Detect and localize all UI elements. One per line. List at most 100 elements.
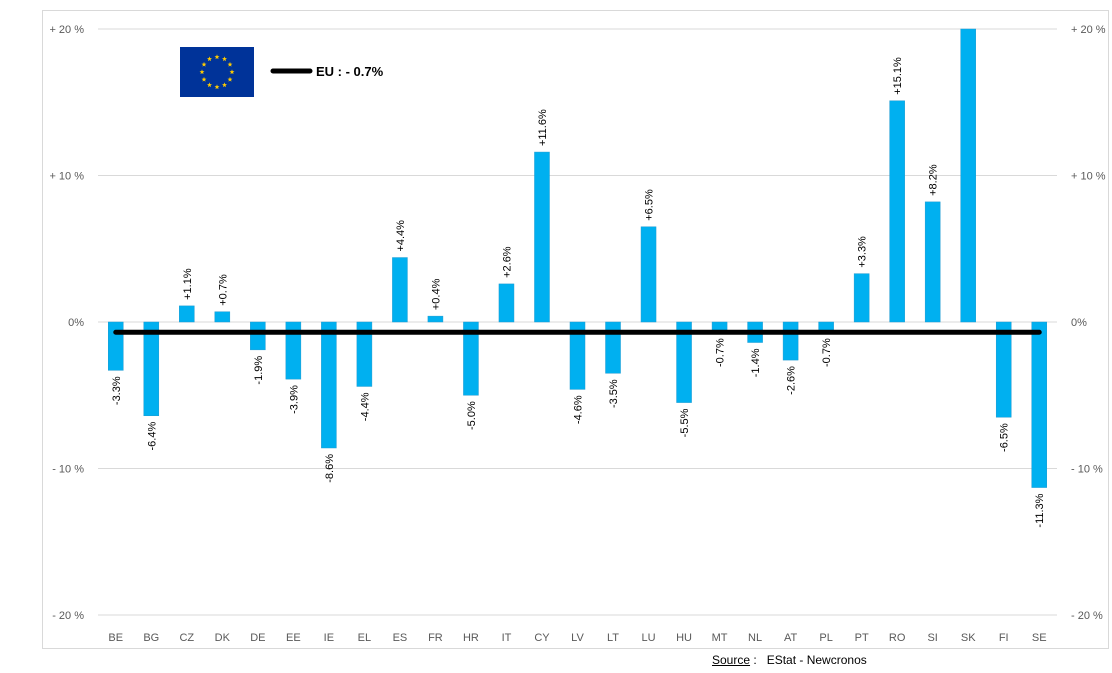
- flag-star: [199, 69, 205, 75]
- flag-star: [222, 56, 227, 62]
- data-label: -11.3%: [1034, 493, 1046, 527]
- data-labels: -3.3% -6.4% +1.1% +0.7% -1.9% -3.9% -8.6% -4.4%…: [111, 57, 1046, 528]
- category-label: BE: [108, 632, 123, 644]
- data-label: +0.7%: [217, 274, 229, 306]
- category-label: IE: [324, 632, 334, 644]
- flag-star: [207, 56, 212, 62]
- y-tick-label-right: + 20 %: [1071, 24, 1106, 36]
- y-tick-label-left: - 10 %: [52, 464, 84, 476]
- source-label: Source: [712, 653, 751, 667]
- category-label: DE: [250, 632, 265, 644]
- flag-star: [227, 76, 233, 82]
- y-tick-label-left: + 20 %: [49, 24, 84, 36]
- flag-star: [201, 76, 207, 82]
- y-axis-left: + 20 % + 10 % 0% - 10 % - 20 %: [49, 24, 84, 622]
- category-label: LV: [571, 632, 584, 644]
- category-label: LT: [607, 632, 619, 644]
- bar-sk: [960, 28, 976, 323]
- bar-ro: [889, 100, 905, 323]
- bar-de: [250, 321, 266, 351]
- bar-at: [782, 321, 799, 361]
- data-label: -8.6%: [324, 454, 336, 483]
- bar-dk: [214, 311, 231, 323]
- flag-star: [222, 82, 227, 88]
- y-tick-label-right: - 10 %: [1071, 464, 1103, 476]
- category-label: EE: [286, 632, 301, 644]
- bar-lt: [605, 321, 621, 374]
- data-label: -6.5%: [999, 423, 1011, 452]
- bar-cy: [534, 151, 550, 323]
- category-label: CZ: [179, 632, 194, 644]
- flag-star: [214, 84, 220, 90]
- bar-be: [108, 321, 124, 371]
- category-label: AT: [784, 632, 798, 644]
- source-separator: :: [750, 653, 767, 667]
- category-label: DK: [215, 632, 231, 644]
- data-label: +0.4%: [430, 278, 442, 310]
- bar-lv: [569, 321, 586, 390]
- y-tick-label-right: 0%: [1071, 317, 1087, 329]
- flag-star: [227, 61, 233, 67]
- bar-ie: [321, 321, 337, 449]
- data-label: +4.4%: [395, 220, 407, 252]
- y-tick-label-left: - 20 %: [52, 610, 84, 622]
- category-label: PL: [819, 632, 832, 644]
- bar-fi: [995, 321, 1012, 418]
- data-label: +8.2%: [928, 164, 940, 196]
- category-label: CY: [534, 632, 550, 644]
- bar-it: [498, 283, 515, 323]
- flag-star: [207, 82, 212, 88]
- data-label: -3.5%: [608, 379, 620, 408]
- flag-star: [214, 54, 220, 60]
- category-label: PT: [855, 632, 869, 644]
- bar-hr: [463, 321, 479, 396]
- bar-el: [356, 321, 373, 387]
- category-label: ES: [393, 632, 408, 644]
- category-label: SE: [1032, 632, 1047, 644]
- category-label: LU: [642, 632, 656, 644]
- y-tick-label-left: 0%: [68, 317, 84, 329]
- y-axis-right: + 20 % + 10 % 0% - 10 % - 20 %: [1071, 24, 1106, 622]
- category-label: SK: [961, 632, 976, 644]
- legend: EU : - 0.7%: [180, 47, 384, 97]
- bar-bg: [143, 321, 160, 417]
- category-label: EL: [358, 632, 371, 644]
- data-label: +15.1%: [892, 57, 904, 95]
- data-label: -4.4%: [359, 392, 371, 421]
- data-label: -0.7%: [715, 338, 727, 367]
- data-label: +1.1%: [182, 268, 194, 300]
- category-label: FR: [428, 632, 443, 644]
- bar-pt: [853, 273, 870, 323]
- category-labels: BE BG CZ DK DE EE IE EL ES FR HR IT CY LV LT LU HU MT NL AT…: [108, 632, 1046, 644]
- y-tick-label-left: + 10 %: [49, 171, 84, 183]
- category-label: MT: [712, 632, 728, 644]
- data-label: -0.7%: [821, 338, 833, 367]
- category-label: RO: [889, 632, 906, 644]
- category-label: SI: [927, 632, 937, 644]
- category-label: NL: [748, 632, 762, 644]
- y-tick-label-right: + 10 %: [1071, 171, 1106, 183]
- category-label: FI: [999, 632, 1009, 644]
- bar-es: [392, 257, 408, 323]
- category-label: IT: [502, 632, 512, 644]
- data-label: -3.9%: [288, 385, 300, 414]
- legend-label: EU : - 0.7%: [316, 64, 384, 79]
- bar-cz: [179, 305, 195, 323]
- bar-se: [1031, 321, 1047, 488]
- category-label: HR: [463, 632, 479, 644]
- data-label: -5.0%: [466, 401, 478, 430]
- data-label: -6.4%: [146, 422, 158, 451]
- flag-star: [229, 69, 235, 75]
- data-label: -4.6%: [573, 395, 585, 424]
- category-label: HU: [676, 632, 692, 644]
- bar-si: [924, 201, 941, 323]
- bar-hu: [676, 321, 692, 403]
- flag-star: [201, 61, 207, 67]
- data-label: -3.3%: [111, 376, 123, 405]
- chart-frame: [42, 10, 1109, 649]
- data-label: -1.4%: [750, 348, 762, 377]
- bar-fr: [427, 315, 444, 323]
- data-label: -1.9%: [253, 356, 265, 385]
- bar-ee: [285, 321, 302, 380]
- y-tick-label-right: - 20 %: [1071, 610, 1103, 622]
